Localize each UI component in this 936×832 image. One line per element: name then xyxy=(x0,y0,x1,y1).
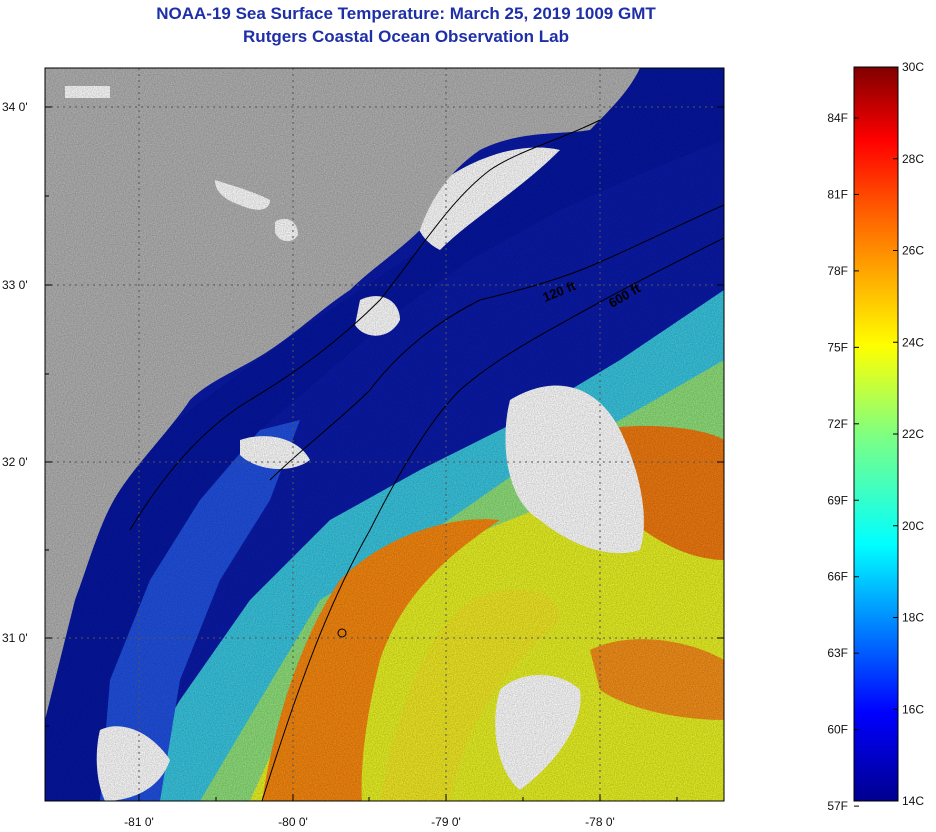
lon-label-79: -79 0' xyxy=(431,815,461,829)
colorbar-fahrenheit-label: 75F xyxy=(827,340,848,354)
colorbar-celsius-label: 30C xyxy=(902,60,924,74)
colorbar-celsius-label: 28C xyxy=(902,152,924,166)
colorbar-celsius-label: 20C xyxy=(902,519,924,533)
graticule xyxy=(45,68,724,801)
isobath-120ft xyxy=(269,204,724,481)
ticks xyxy=(45,106,724,801)
colorbar-fahrenheit-label: 60F xyxy=(827,723,848,737)
colorbar-fahrenheit-label: 72F xyxy=(827,417,848,431)
lon-label-81: -81 0' xyxy=(124,815,154,829)
colorbar-fahrenheit-label: 63F xyxy=(827,646,848,660)
colorbar-celsius-label: 24C xyxy=(902,335,924,349)
colorbar-celsius-label: 18C xyxy=(902,611,924,625)
lon-label-80: -80 0' xyxy=(278,815,308,829)
texture xyxy=(45,68,724,801)
title-line-1: NOAA-19 Sea Surface Temperature: March 2… xyxy=(156,4,656,23)
lat-label-34: 34 0' xyxy=(2,100,28,114)
colorbar-fahrenheit-label: 69F xyxy=(827,493,848,507)
colorbar-fahrenheit-label: 84F xyxy=(827,111,848,125)
lat-label-31: 31 0' xyxy=(2,631,28,645)
colorbar-celsius-label: 22C xyxy=(902,427,924,441)
colorbar-celsius-label: 14C xyxy=(902,794,924,808)
lat-label-32: 32 0' xyxy=(2,455,28,469)
colorbar-fahrenheit-label: 81F xyxy=(827,187,848,201)
colorbar-fahrenheit-label: 78F xyxy=(827,264,848,278)
colorbar-fahrenheit-label: 66F xyxy=(827,570,848,584)
colorbar-celsius-label: 16C xyxy=(902,702,924,716)
lon-label-78: -78 0' xyxy=(585,815,615,829)
isobath-60ft xyxy=(129,119,601,531)
colorbar-celsius-label: 26C xyxy=(902,244,924,258)
lat-label-33: 33 0' xyxy=(2,278,28,292)
colorbar-ramp xyxy=(853,66,899,802)
colorbar-fahrenheit-label: 57F xyxy=(827,799,848,813)
buoy-marker[interactable] xyxy=(337,628,347,638)
plot-frame xyxy=(44,67,725,802)
sst-map[interactable]: 120 ft 600 ft 34 0' 33 0' 32 0' 31 0' -8… xyxy=(0,0,812,832)
title-line-2: Rutgers Coastal Ocean Observation Lab xyxy=(243,27,569,46)
